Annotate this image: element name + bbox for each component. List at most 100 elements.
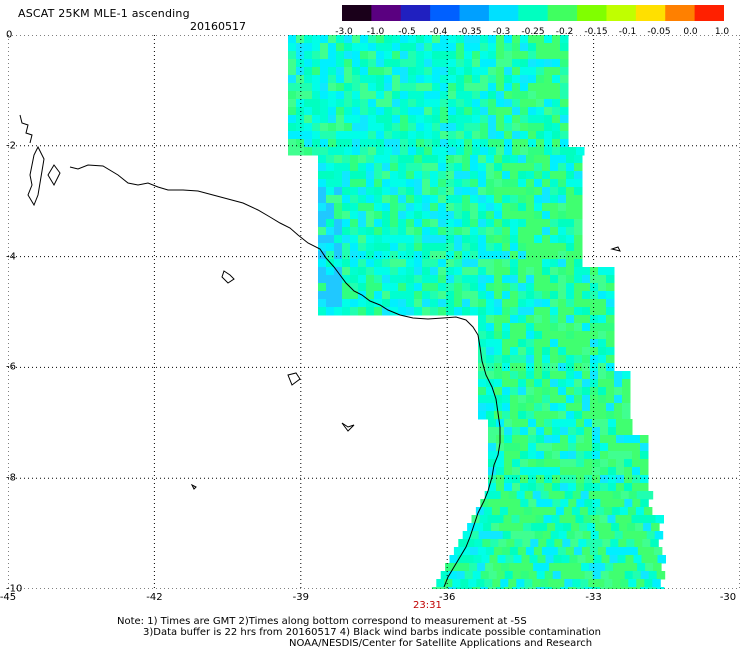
wind-swath-cell bbox=[334, 267, 343, 276]
wind-swath-cell bbox=[651, 523, 660, 532]
wind-swath-cell bbox=[352, 51, 361, 60]
wind-swath-cell bbox=[542, 227, 551, 236]
wind-swath-cell bbox=[532, 491, 542, 500]
wind-swath-cell bbox=[528, 435, 537, 444]
wind-swath-cell bbox=[462, 155, 471, 164]
wind-swath-cell bbox=[358, 307, 367, 316]
wind-swath-cell bbox=[614, 531, 624, 540]
wind-swath-cell bbox=[624, 483, 633, 492]
wind-swath-cell bbox=[544, 99, 553, 108]
wind-swath-cell bbox=[384, 59, 393, 68]
wind-swath-cell bbox=[516, 579, 525, 588]
wind-swath-cell bbox=[502, 411, 511, 420]
wind-swath-cell bbox=[484, 491, 494, 500]
wind-swath-cell bbox=[480, 571, 490, 580]
wind-swath-cell bbox=[438, 179, 447, 188]
wind-swath-cell bbox=[526, 291, 535, 300]
latitude-label: 0 bbox=[6, 29, 13, 41]
wind-swath-cell bbox=[494, 211, 503, 220]
wind-swath-cell bbox=[312, 51, 321, 60]
wind-swath-cell bbox=[566, 187, 575, 196]
wind-swath-cell bbox=[350, 195, 359, 204]
wind-swath-cell bbox=[430, 203, 439, 212]
wind-swath-cell bbox=[422, 251, 431, 260]
wind-swath-cell bbox=[560, 419, 569, 428]
wind-swath-cell bbox=[344, 131, 353, 140]
wind-swath-cell bbox=[350, 267, 359, 276]
wind-swath-cell bbox=[527, 515, 536, 524]
wind-swath-cell bbox=[296, 131, 305, 140]
wind-swath-cell bbox=[288, 35, 297, 44]
wind-swath-cell bbox=[526, 347, 535, 356]
wind-swath-cell bbox=[536, 131, 545, 140]
wind-swath-cell bbox=[518, 219, 527, 228]
wind-swath-cell bbox=[649, 555, 658, 564]
wind-swath-cell bbox=[607, 587, 617, 589]
wind-swath-cell bbox=[296, 35, 305, 44]
wind-swath-cell bbox=[478, 371, 487, 380]
wind-swath-cell bbox=[544, 147, 553, 156]
wind-swath-cell bbox=[462, 235, 471, 244]
wind-swath-cell bbox=[360, 147, 369, 156]
wind-swath-cell bbox=[544, 139, 553, 148]
wind-swath-cell bbox=[446, 155, 455, 164]
wind-swath-cell bbox=[318, 187, 327, 196]
wind-swath-cell bbox=[582, 355, 591, 364]
wind-swath-cell bbox=[560, 467, 569, 476]
wind-swath-cell bbox=[510, 363, 519, 372]
wind-swath-cell bbox=[655, 515, 664, 524]
wind-swath-cell bbox=[595, 523, 604, 532]
wind-swath-cell bbox=[526, 171, 535, 180]
wind-swath-cell bbox=[560, 107, 569, 116]
wind-swath-cell bbox=[382, 155, 391, 164]
wind-swath-cell bbox=[489, 555, 498, 564]
wind-swath-cell bbox=[636, 579, 645, 588]
wind-swath-cell bbox=[488, 115, 497, 124]
wind-swath-cell bbox=[424, 91, 433, 100]
wind-swath-cell bbox=[467, 523, 476, 532]
wind-swath-cell bbox=[536, 475, 545, 484]
wind-swath-cell bbox=[510, 299, 519, 308]
wind-swath-cell bbox=[582, 291, 591, 300]
wind-swath-cell bbox=[560, 83, 569, 92]
wind-swath-cell bbox=[384, 43, 393, 52]
wind-swath-cell bbox=[508, 579, 517, 588]
wind-swath-cell bbox=[462, 195, 471, 204]
wind-swath-cell bbox=[424, 115, 433, 124]
wind-swath-cell bbox=[550, 275, 559, 284]
wind-swath-cell bbox=[528, 475, 537, 484]
wind-swath-cell bbox=[514, 539, 523, 548]
wind-swath-cell bbox=[406, 291, 415, 300]
wind-swath-cell bbox=[552, 435, 561, 444]
wind-swath-cell bbox=[520, 43, 529, 52]
wind-swath-cell bbox=[510, 387, 519, 396]
wind-swath-cell bbox=[486, 179, 495, 188]
wind-swath-cell bbox=[606, 347, 615, 356]
wind-swath-cell bbox=[390, 219, 399, 228]
wind-swath-cell bbox=[598, 307, 607, 316]
wind-swath-cell bbox=[518, 163, 527, 172]
wind-swath-cell bbox=[478, 171, 487, 180]
wind-swath-cell bbox=[446, 299, 455, 308]
wind-swath-cell bbox=[448, 131, 457, 140]
wind-swath-cell bbox=[358, 219, 367, 228]
wind-swath-cell bbox=[512, 131, 521, 140]
wind-swath-cell bbox=[374, 227, 383, 236]
wind-swath-cell bbox=[382, 291, 391, 300]
wind-swath-cell bbox=[652, 579, 661, 588]
wind-swath-cell bbox=[488, 443, 497, 452]
wind-swath-cell bbox=[430, 283, 439, 292]
wind-swath-cell bbox=[610, 539, 619, 548]
wind-swath-cell bbox=[647, 515, 656, 524]
wind-swath-cell bbox=[398, 219, 407, 228]
wind-swath-cell bbox=[344, 83, 353, 92]
wind-swath-cell bbox=[328, 123, 337, 132]
wind-swath-cell bbox=[398, 235, 407, 244]
wind-swath-cell bbox=[382, 267, 391, 276]
wind-swath-cell bbox=[598, 395, 607, 404]
wind-swath-cell bbox=[479, 515, 488, 524]
wind-swath-cell bbox=[374, 195, 383, 204]
wind-swath-cell bbox=[414, 235, 423, 244]
wind-swath-cell bbox=[542, 259, 551, 268]
wind-swath-cell bbox=[352, 123, 361, 132]
